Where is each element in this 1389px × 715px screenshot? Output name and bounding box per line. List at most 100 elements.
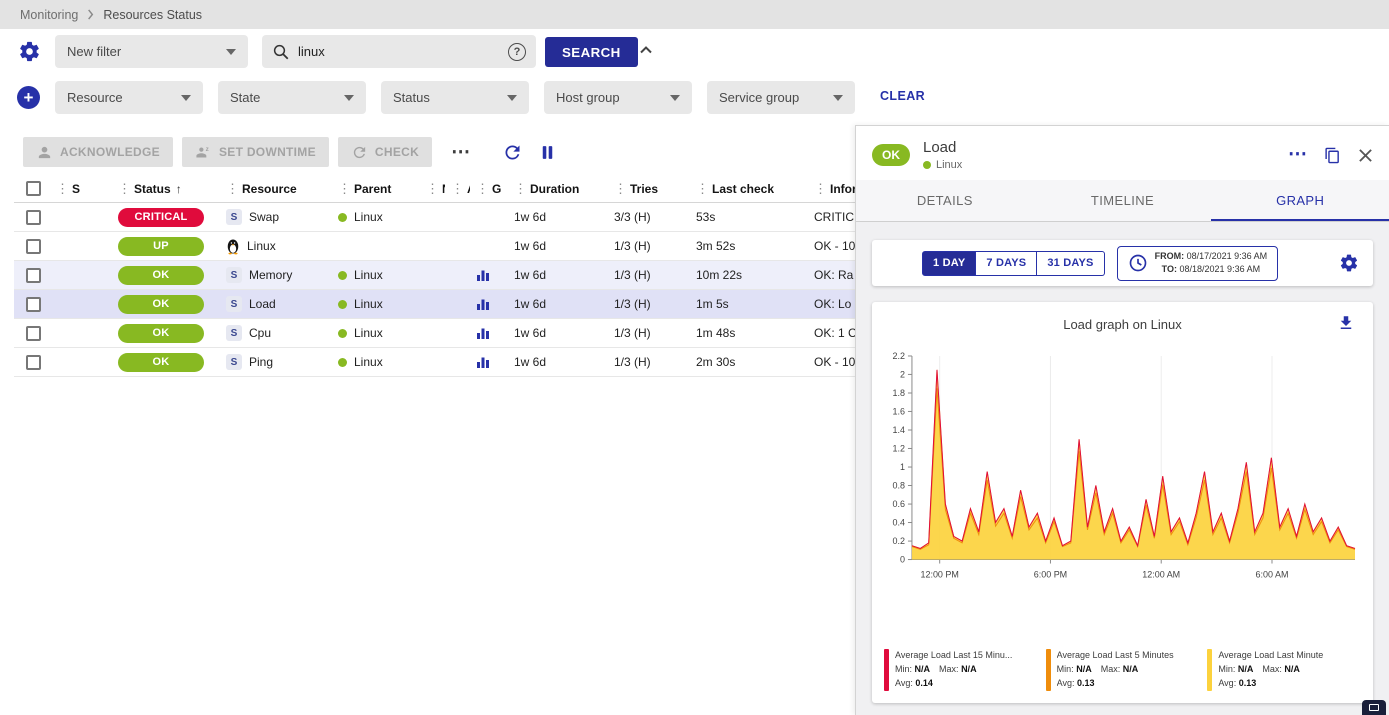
graph-settings-gear-icon[interactable]	[1339, 253, 1359, 273]
column-kebab-icon[interactable]: ⋮	[451, 180, 464, 196]
column-kebab-icon[interactable]: ⋮	[56, 180, 69, 196]
table-row[interactable]: OK S Cpu Linux 1w 6d 1/3 (H) 1m 48s OK: 1…	[14, 319, 855, 348]
column-kebab-icon[interactable]: ⋮	[614, 180, 627, 196]
set-downtime-button[interactable]: z SET DOWNTIME	[181, 137, 329, 167]
status-badge[interactable]: OK	[118, 323, 204, 343]
resource-cell[interactable]: S Memory	[220, 267, 332, 283]
column-header-notes[interactable]: ⋮N	[420, 181, 445, 197]
column-kebab-icon[interactable]: ⋮	[426, 180, 439, 196]
acknowledge-button[interactable]: ACKNOWLEDGE	[23, 137, 173, 167]
column-header-status[interactable]: ⋮ Status ↑	[112, 181, 220, 197]
row-checkbox[interactable]	[26, 209, 41, 225]
close-panel-icon[interactable]	[1358, 148, 1373, 163]
row-checkbox[interactable]	[26, 238, 41, 254]
status-badge[interactable]: CRITICAL	[118, 207, 204, 227]
copy-link-icon[interactable]	[1324, 147, 1341, 164]
resource-cell[interactable]: S Swap	[220, 209, 332, 225]
chart-icon[interactable]	[476, 355, 490, 369]
row-checkbox[interactable]	[26, 325, 41, 341]
resource-cell[interactable]: S Load	[220, 296, 332, 312]
resource-cell[interactable]: S Cpu	[220, 325, 332, 341]
panel-more-icon[interactable]: ⋯	[1288, 144, 1307, 165]
graph-cell[interactable]	[470, 326, 508, 340]
row-checkbox[interactable]	[26, 296, 41, 312]
legend-item[interactable]: Average Load Last 5 Minutes Min: N/A Max:…	[1045, 649, 1200, 691]
panel-parent[interactable]: Linux	[936, 159, 963, 171]
search-help-icon[interactable]: ?	[508, 42, 526, 61]
select-all-checkbox[interactable]	[26, 181, 41, 196]
search-button[interactable]: SEARCH	[545, 37, 638, 67]
table-row[interactable]: CRITICAL S Swap Linux 1w 6d 3/3 (H) 53s C…	[14, 203, 855, 232]
row-checkbox[interactable]	[26, 267, 41, 283]
table-row[interactable]: OK S Memory Linux 1w 6d 1/3 (H) 10m 22s O…	[14, 261, 855, 290]
status-badge[interactable]: OK	[118, 352, 204, 372]
graph-cell[interactable]	[470, 355, 508, 369]
table-row[interactable]: UP Linux 1w 6d 1/3 (H) 3m 52s OK - 10	[14, 232, 855, 261]
filters-settings-gear-icon[interactable]	[18, 40, 41, 66]
table-row[interactable]: OK S Load Linux 1w 6d 1/3 (H) 1m 5s OK: L…	[14, 290, 855, 319]
check-button[interactable]: CHECK	[337, 137, 433, 167]
criteria-resource-select[interactable]: Resource	[55, 81, 203, 114]
status-badge[interactable]: UP	[118, 236, 204, 256]
column-kebab-icon[interactable]: ⋮	[338, 180, 351, 196]
table-row[interactable]: OK S Ping Linux 1w 6d 1/3 (H) 2m 30s OK -…	[14, 348, 855, 377]
graph-cell[interactable]	[470, 297, 508, 311]
parent-cell[interactable]: Linux	[332, 210, 420, 224]
criteria-host-group-select[interactable]: Host group	[544, 81, 692, 114]
period-1day-button[interactable]: 1 DAY	[922, 250, 977, 276]
period-31days-button[interactable]: 31 DAYS	[1037, 250, 1105, 276]
graph-cell[interactable]	[470, 268, 508, 282]
breadcrumb-monitoring[interactable]: Monitoring	[20, 7, 79, 22]
chart-icon[interactable]	[476, 297, 490, 311]
tab-graph[interactable]: GRAPH	[1211, 180, 1389, 221]
tab-details[interactable]: DETAILS	[916, 193, 973, 208]
column-header-actions[interactable]: ⋮A	[445, 181, 470, 197]
chart-icon[interactable]	[476, 326, 490, 340]
status-badge[interactable]: OK	[118, 294, 204, 314]
add-criteria-icon[interactable]: +	[17, 86, 40, 109]
tab-timeline[interactable]: TIMELINE	[1090, 193, 1155, 208]
column-kebab-icon[interactable]: ⋮	[514, 180, 527, 196]
parent-cell[interactable]: Linux	[332, 297, 420, 311]
more-actions-button[interactable]: ⋯	[441, 141, 481, 164]
saved-filter-select[interactable]: New filter	[55, 35, 248, 68]
period-7days-button[interactable]: 7 DAYS	[976, 250, 1038, 276]
column-header-parent[interactable]: ⋮ Parent	[332, 181, 420, 197]
parent-cell[interactable]: Linux	[332, 268, 420, 282]
search-box[interactable]: linux ?	[262, 35, 536, 68]
search-input[interactable]: linux	[298, 44, 325, 59]
parent-cell[interactable]: Linux	[332, 355, 420, 369]
breadcrumb-resources-status[interactable]: Resources Status	[103, 7, 203, 22]
column-header-severity[interactable]: ⋮ S	[50, 181, 112, 197]
refresh-button[interactable]	[502, 142, 523, 163]
column-header-duration[interactable]: ⋮ Duration	[508, 181, 608, 197]
column-kebab-icon[interactable]: ⋮	[696, 180, 709, 196]
chat-beacon[interactable]	[1362, 700, 1386, 715]
column-kebab-icon[interactable]: ⋮	[476, 180, 489, 196]
column-kebab-icon[interactable]: ⋮	[226, 180, 239, 196]
export-graph-icon[interactable]	[1337, 314, 1355, 335]
parent-cell[interactable]: Linux	[332, 326, 420, 340]
clear-filters-button[interactable]: CLEAR	[880, 89, 926, 103]
column-header-tries[interactable]: ⋮ Tries	[608, 181, 690, 197]
column-header-graph[interactable]: ⋮ G	[470, 181, 508, 197]
custom-time-range[interactable]: FROM: 08/17/2021 9:36 AM TO: 08/18/2021 …	[1116, 245, 1279, 281]
row-checkbox[interactable]	[26, 354, 41, 370]
load-graph[interactable]: 12:00 PM 6:00 PM 12:00 AM 6:00 AM 0 0.2 0.4 0.6…	[882, 342, 1363, 585]
column-header-information[interactable]: ⋮Information	[808, 181, 855, 197]
column-kebab-icon[interactable]: ⋮	[814, 180, 827, 196]
status-badge[interactable]: OK	[118, 265, 204, 285]
resource-cell[interactable]: S Ping	[220, 354, 332, 370]
criteria-state-select[interactable]: State	[218, 81, 366, 114]
resource-cell[interactable]: Linux	[220, 238, 332, 255]
criteria-status-select[interactable]: Status	[381, 81, 529, 114]
collapse-filters-icon[interactable]	[638, 43, 654, 60]
column-header-last-check[interactable]: ⋮ Last check	[690, 181, 808, 197]
criteria-service-group-select[interactable]: Service group	[707, 81, 855, 114]
legend-item[interactable]: Average Load Last 15 Minu... Min: N/A Max…	[884, 649, 1038, 691]
pause-autorefresh-button[interactable]	[538, 143, 557, 162]
column-kebab-icon[interactable]: ⋮	[118, 180, 131, 196]
legend-item[interactable]: Average Load Last Minute Min: N/A Max: N/…	[1207, 649, 1361, 691]
column-header-resource[interactable]: ⋮ Resource	[220, 181, 332, 197]
chart-icon[interactable]	[476, 268, 490, 282]
